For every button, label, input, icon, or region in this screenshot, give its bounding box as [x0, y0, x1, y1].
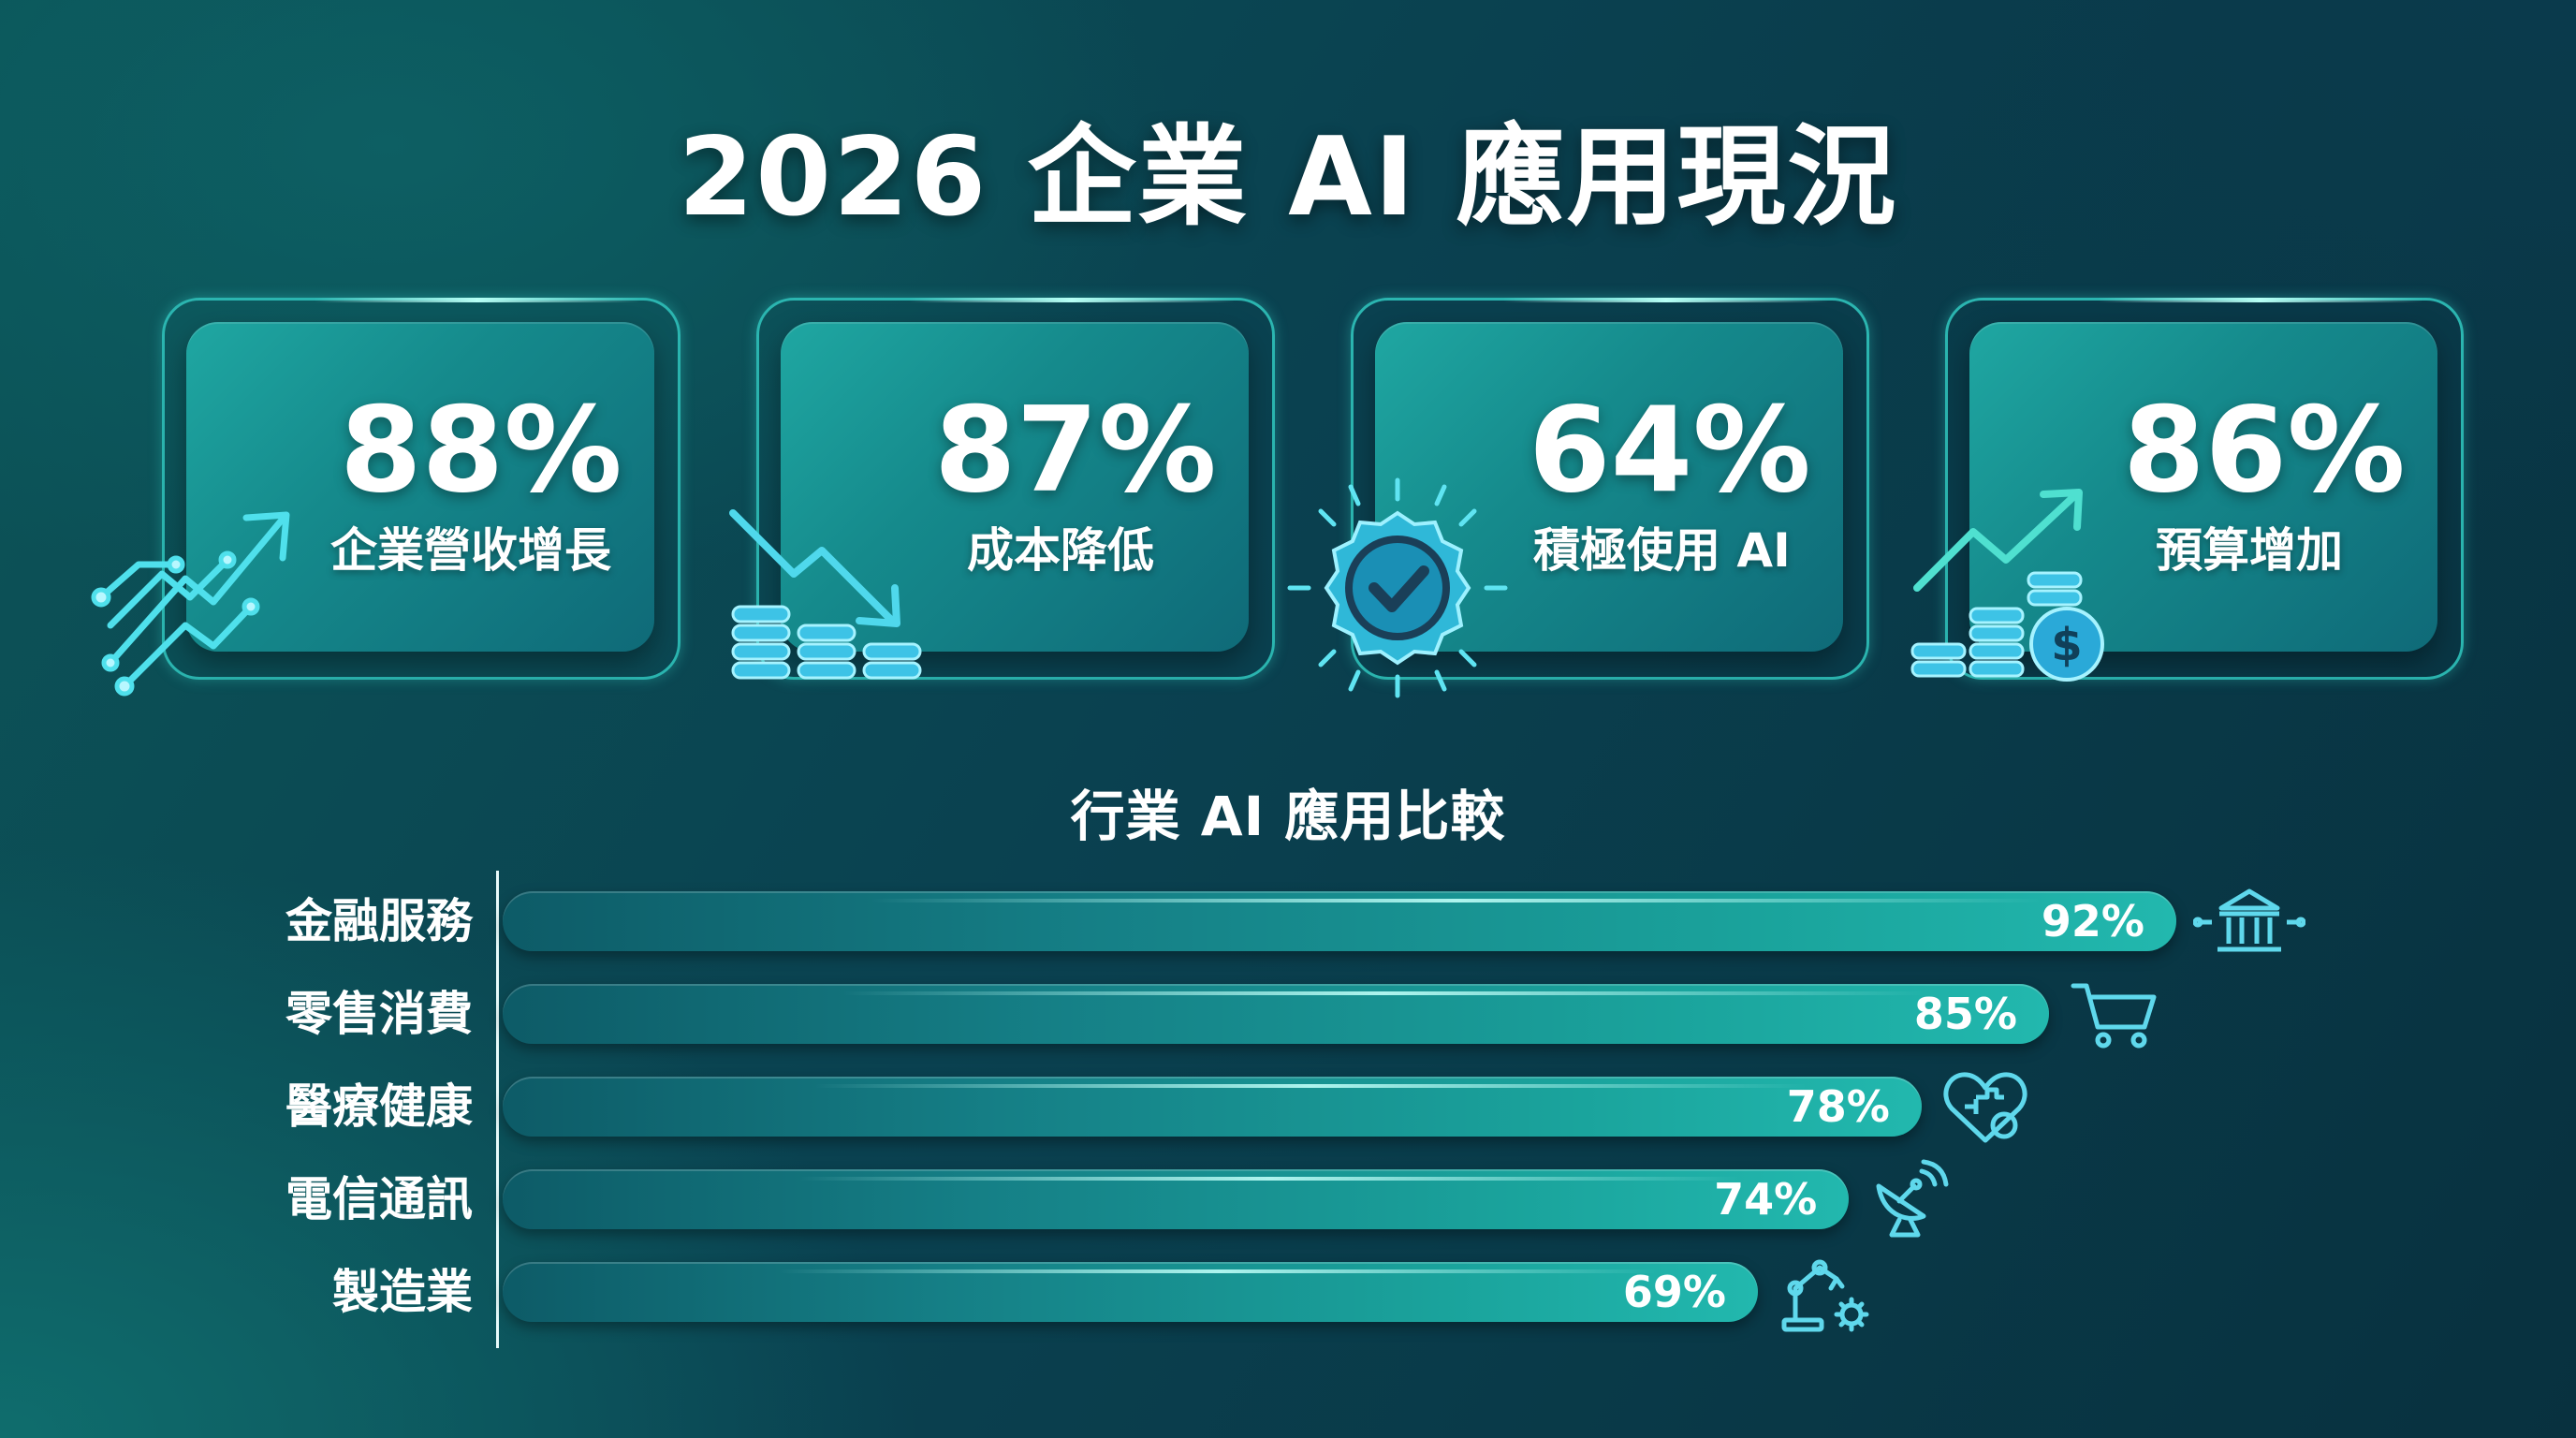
chart-title: 行業 AI 應用比較: [1070, 785, 1506, 848]
stat-value: 87%: [934, 381, 1217, 519]
bar: 92%: [503, 891, 2176, 951]
stat-label: 積極使用 AI: [1533, 523, 1791, 578]
bar-value-label: 92%: [2041, 896, 2144, 946]
stat-value: 86%: [2123, 381, 2406, 519]
bar-value-label: 78%: [1786, 1081, 1890, 1132]
category-label: 製造業: [332, 1265, 473, 1319]
stat-value: 64%: [1529, 381, 1811, 519]
growth-circuit-arrow-icon: [91, 511, 290, 697]
satellite-dish-icon: [1876, 1159, 1949, 1238]
card-frame: [1945, 298, 2464, 680]
card-frame: [756, 298, 1275, 680]
stat-card-ai-use: 64% 積極使用 AI: [1287, 298, 1869, 698]
bar: 74%: [503, 1169, 1850, 1229]
stat-label: 成本降低: [967, 523, 1154, 578]
robot-arm-gear-icon: [1781, 1259, 1869, 1332]
coins-down-arrow-icon: [729, 509, 922, 680]
stat-value: 88%: [340, 381, 622, 519]
category-axis-line: [496, 871, 499, 1348]
stat-label: 預算增加: [2156, 523, 2343, 578]
bar-value-label: 74%: [1714, 1174, 1818, 1225]
bar: 85%: [503, 984, 2049, 1044]
check-badge-icon: [1287, 477, 1508, 698]
category-label: 零售消費: [285, 987, 473, 1041]
stat-card-budget: 86% 預算增加 $: [1910, 298, 2464, 682]
bar: 78%: [503, 1077, 1922, 1137]
svg-text:$: $: [2051, 619, 2082, 671]
category-label: 醫療健康: [285, 1079, 473, 1134]
bar: 69%: [503, 1262, 1758, 1322]
category-label: 電信通訊: [285, 1172, 473, 1226]
card-frame: [162, 298, 681, 680]
bank-icon: [2193, 888, 2305, 952]
bar-value-label: 69%: [1622, 1267, 1726, 1317]
page-title: 2026 企業 AI 應用現況: [678, 114, 1898, 241]
heart-medical-cross-icon: [1943, 1072, 2027, 1143]
bar-value-label: 85%: [1913, 989, 2017, 1039]
stat-label: 企業營收增長: [330, 523, 611, 578]
stat-card-cost: 87% 成本降低: [729, 298, 1275, 680]
category-label: 金融服務: [285, 894, 473, 948]
shopping-cart-icon: [2071, 983, 2157, 1049]
card-panel: [186, 322, 654, 652]
stat-card-revenue: 88% 企業營收增長: [91, 298, 681, 697]
card-panel: [781, 322, 1249, 652]
coins-dollar-up-arrow-icon: $: [1910, 489, 2104, 682]
